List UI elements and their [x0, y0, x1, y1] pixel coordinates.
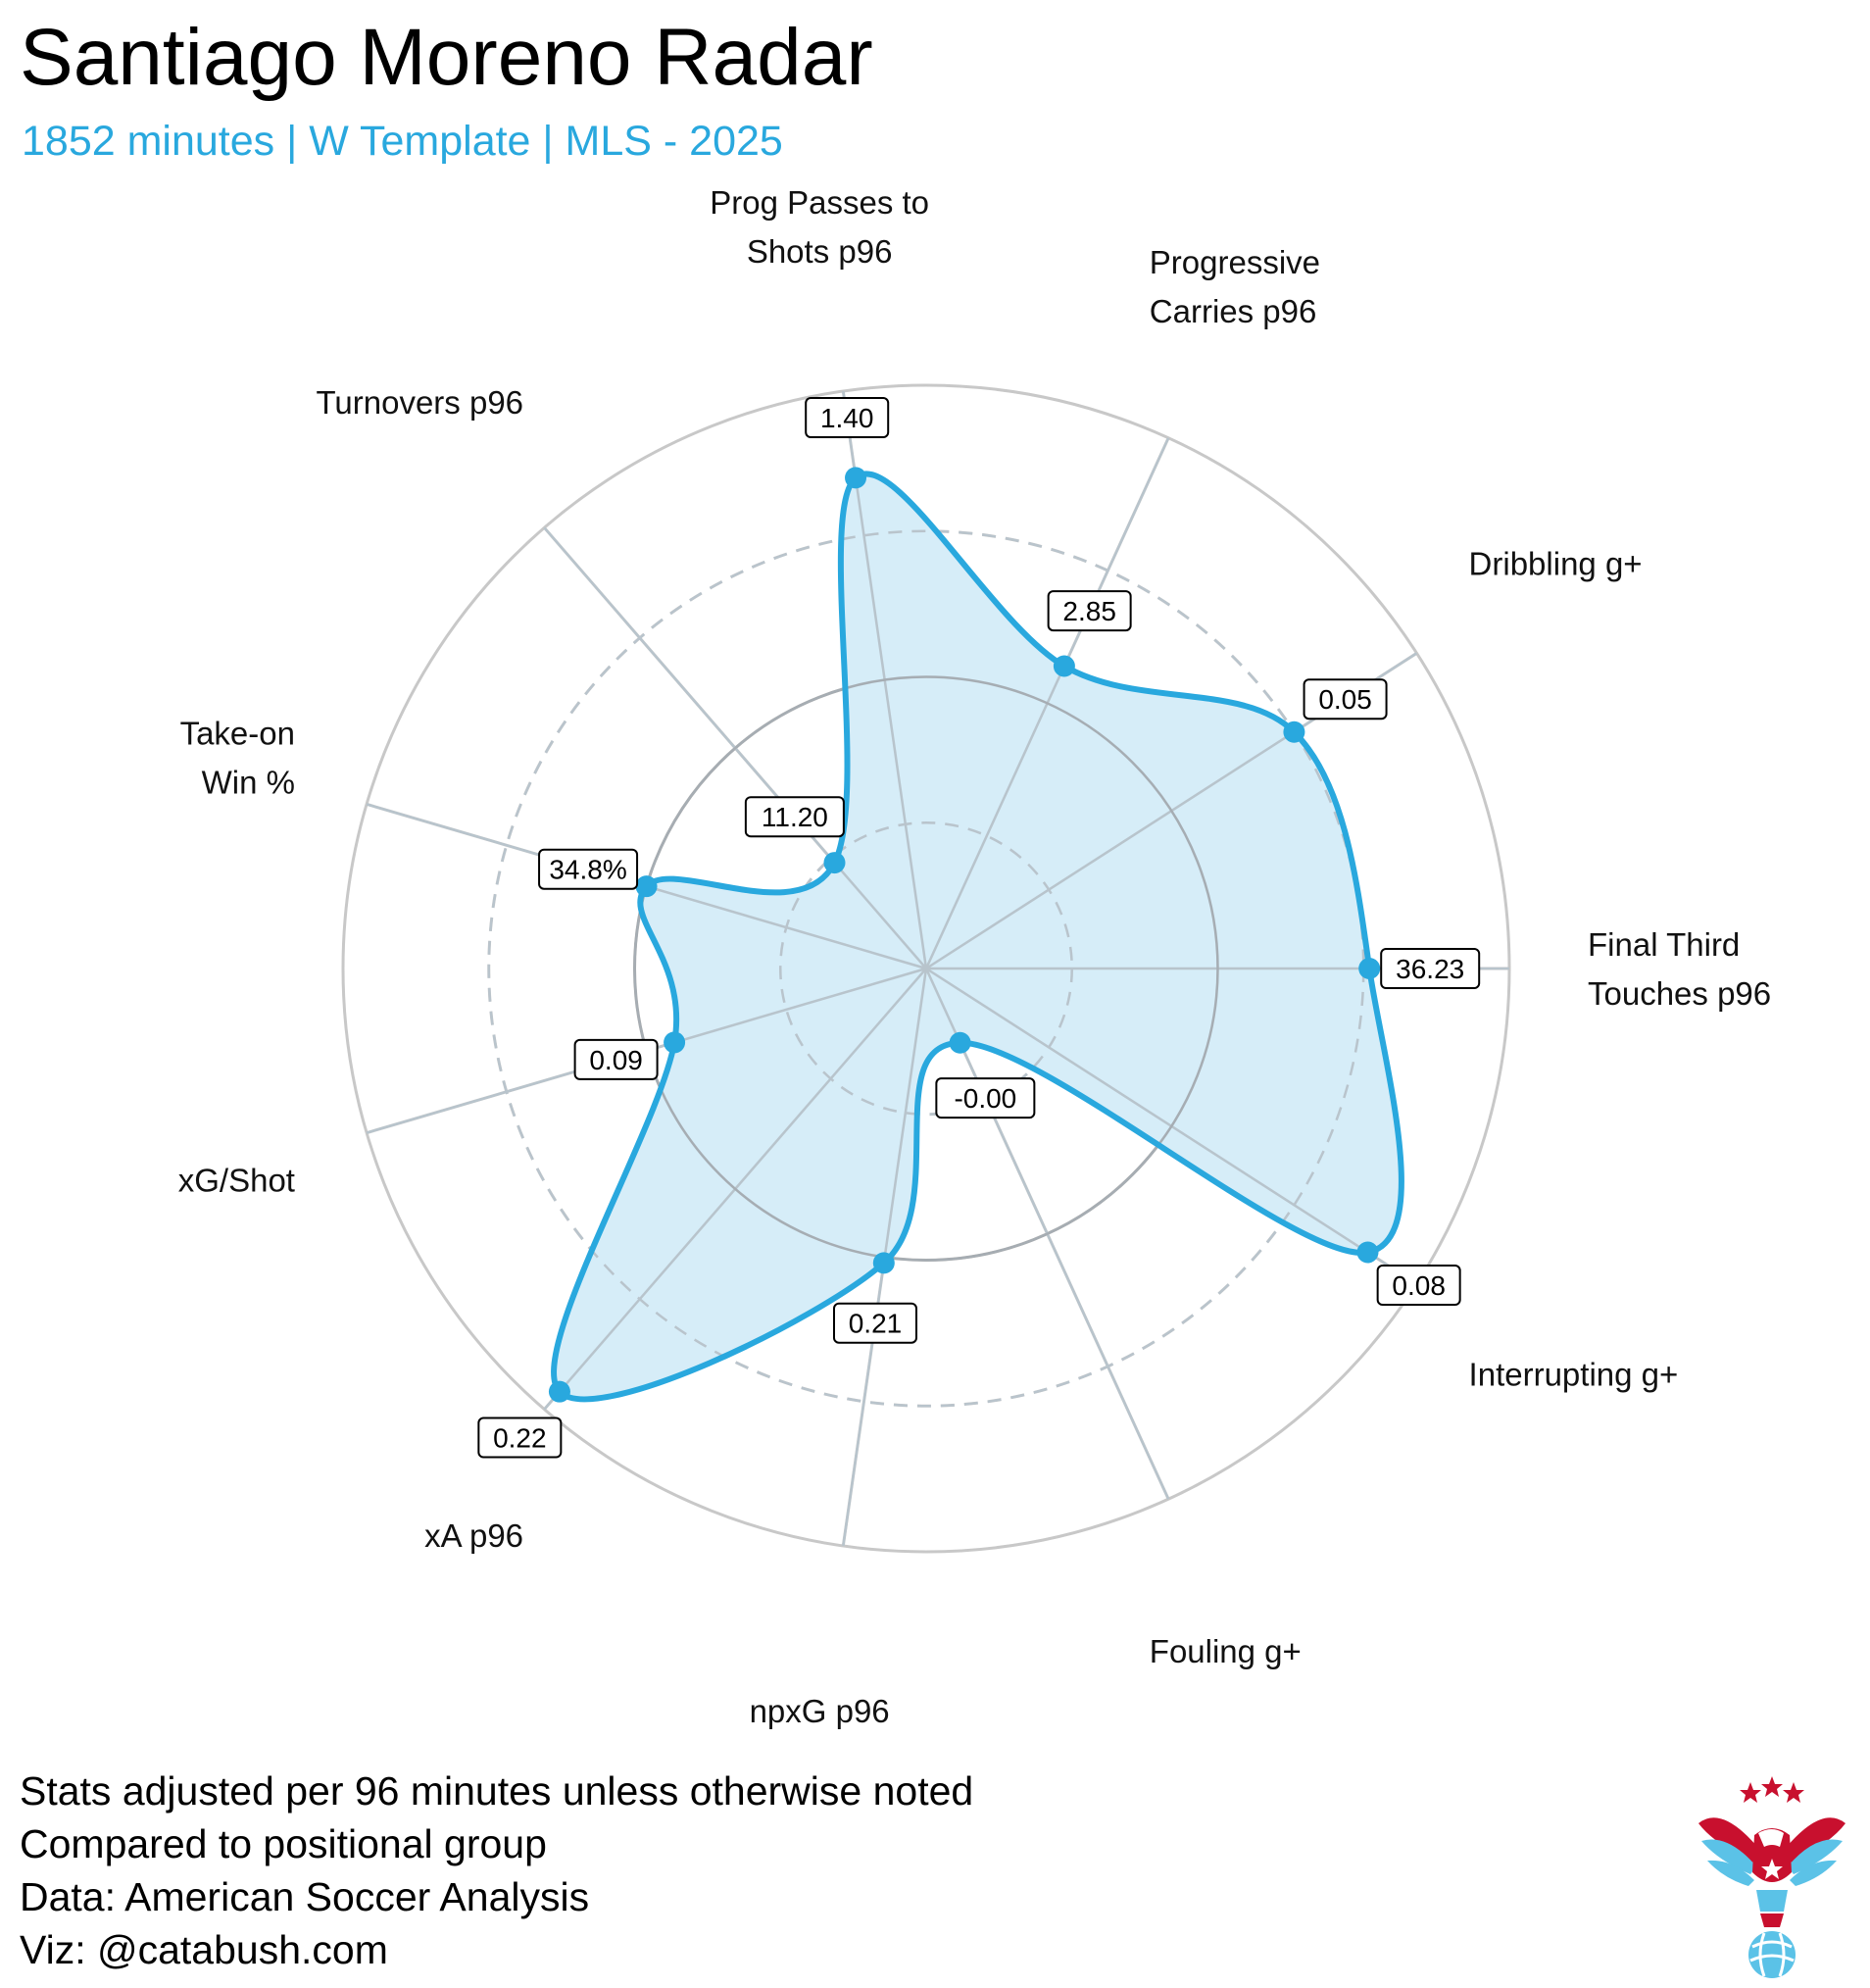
radar-points [548, 467, 1381, 1403]
data-point-4 [823, 852, 846, 874]
data-point-3 [845, 467, 867, 489]
value-label-box [1380, 948, 1481, 989]
data-point-5 [635, 875, 658, 898]
value-label-box [935, 1077, 1036, 1119]
value-label-1: 0.05 [1303, 678, 1388, 721]
value-label-5: 34.8% [538, 848, 639, 890]
value-label-7: 0.22 [477, 1416, 563, 1459]
axis-label-line: Prog Passes to [710, 184, 929, 221]
axis-label-line: xA p96 [424, 1517, 523, 1554]
axis-label-line: Win % [202, 764, 295, 800]
value-label-9: -0.00 [935, 1077, 1036, 1119]
axis-label-line: npxG p96 [750, 1693, 890, 1729]
value-label-box [538, 848, 639, 890]
value-label-8: 0.21 [832, 1302, 917, 1344]
value-label-box [1047, 590, 1132, 632]
axis-label-line: Take-on [180, 715, 295, 751]
value-label-box [477, 1416, 563, 1459]
axis-label-3: Prog Passes to Shots p96 [710, 184, 929, 270]
value-label-text: 1.40 [820, 403, 874, 433]
value-label-text: -0.00 [954, 1083, 1016, 1114]
axis-label-5: Take-on Win % [180, 715, 295, 800]
axis-label-0: Final Third Touches p96 [1588, 926, 1771, 1012]
axis-label-line: Shots p96 [747, 233, 893, 270]
axis-label-4: Turnovers p96 [316, 384, 523, 421]
radar-shape [366, 390, 1509, 1547]
value-label-10: 0.08 [1376, 1265, 1461, 1307]
axis-label-line: Fouling g+ [1150, 1633, 1302, 1669]
axis-label-line: Touches p96 [1588, 975, 1771, 1012]
value-label-box [1376, 1265, 1461, 1307]
axis-label-10: Interrupting g+ [1469, 1357, 1679, 1393]
data-point-6 [664, 1031, 686, 1054]
axis-label-9: Fouling g+ [1150, 1633, 1302, 1669]
axis-label-1: Dribbling g+ [1469, 545, 1643, 581]
value-label-4: 11.20 [744, 796, 845, 838]
data-point-1 [1283, 721, 1305, 743]
chart-title: Santiago Moreno Radar [20, 13, 873, 102]
radar-axis-labels: Final Third Touches p96 Dribbling g+ Progre… [178, 184, 1771, 1729]
value-label-text: 0.22 [493, 1423, 547, 1454]
radar-chart: 36.23 0.05 2.85 1.40 11.20 34.8% 0.09 0.22 0.21 -… [178, 184, 1771, 1729]
grid-ring-overlay-50 [633, 675, 1219, 1262]
value-label-box [744, 796, 845, 838]
value-label-text: 0.08 [1392, 1270, 1446, 1301]
axis-label-line: xG/Shot [178, 1163, 295, 1199]
footnote-compared: Compared to positional group [20, 1821, 547, 1866]
axis-label-2: Progressive Carries p96 [1150, 244, 1320, 329]
data-point-0 [1358, 958, 1381, 979]
footnote-data-source: Data: American Soccer Analysis [20, 1874, 590, 1919]
axis-label-line: Final Third [1588, 926, 1740, 963]
eagle-logo-icon [1698, 1776, 1845, 1978]
data-point-8 [872, 1252, 895, 1274]
footnote-viz-credit: Viz: @catabush.com [20, 1927, 388, 1972]
radar-value-labels: 36.23 0.05 2.85 1.40 11.20 34.8% 0.09 0.22 0.21 -… [477, 397, 1481, 1459]
value-label-3: 1.40 [805, 397, 890, 439]
value-label-6: 0.09 [573, 1038, 659, 1080]
axis-label-line: Interrupting g+ [1469, 1357, 1679, 1393]
axis-label-line: Carries p96 [1150, 293, 1317, 329]
data-point-2 [1053, 655, 1075, 677]
value-label-box [805, 397, 890, 439]
data-point-10 [1356, 1241, 1379, 1264]
value-label-text: 0.05 [1318, 684, 1372, 715]
value-label-box [1303, 678, 1388, 721]
value-label-text: 11.20 [762, 802, 828, 832]
axis-label-line: Dribbling g+ [1469, 545, 1643, 581]
axis-label-line: Progressive [1150, 244, 1320, 280]
axis-label-6: xG/Shot [178, 1163, 295, 1199]
data-point-9 [949, 1031, 971, 1054]
axis-label-8: npxG p96 [750, 1693, 890, 1729]
value-label-text: 0.21 [849, 1309, 903, 1339]
value-label-2: 2.85 [1047, 590, 1132, 632]
value-label-text: 2.85 [1062, 596, 1116, 626]
value-label-text: 34.8% [549, 855, 626, 885]
chart-subtitle: 1852 minutes | W Template | MLS - 2025 [22, 118, 783, 165]
axis-label-7: xA p96 [424, 1517, 523, 1554]
value-label-box [832, 1302, 917, 1344]
value-label-text: 36.23 [1396, 954, 1464, 984]
axis-label-line: Turnovers p96 [316, 384, 523, 421]
value-label-box [573, 1038, 659, 1080]
value-label-text: 0.09 [589, 1045, 643, 1075]
grid-ring-overlay-25 [779, 821, 1073, 1116]
data-point-7 [548, 1380, 570, 1403]
footnote-adjusted: Stats adjusted per 96 minutes unless oth… [20, 1768, 974, 1814]
value-label-0: 36.23 [1380, 948, 1481, 989]
footnotes: Stats adjusted per 96 minutes unless oth… [20, 1764, 973, 1976]
